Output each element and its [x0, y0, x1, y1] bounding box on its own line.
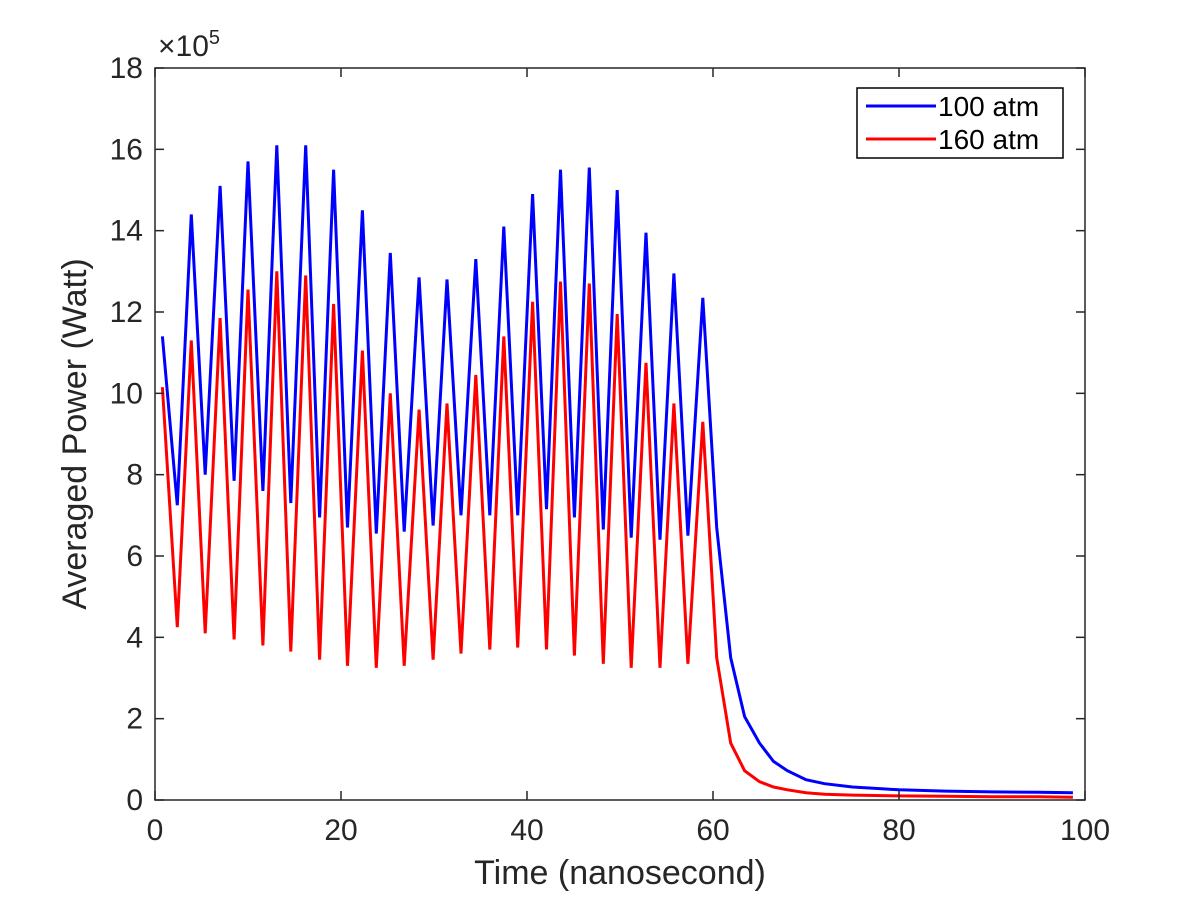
y-tick-label-0: 0	[126, 784, 143, 817]
x-tick-label-100: 100	[1060, 814, 1110, 847]
y-tick-label-2: 2	[126, 703, 143, 736]
y-tick-label-14: 14	[110, 215, 143, 248]
x-tick-label-60: 60	[696, 814, 729, 847]
y-tick-label-4: 4	[126, 621, 143, 654]
legend-box	[856, 87, 1064, 159]
x-tick-label-80: 80	[882, 814, 915, 847]
y-tick-label-16: 16	[110, 133, 143, 166]
y-tick-label-10: 10	[110, 377, 143, 410]
y-axis-exponent: ×105	[158, 27, 220, 63]
y-exponent-prefix: ×10	[158, 30, 209, 63]
legend: 100 atm 160 atm	[856, 87, 1064, 159]
x-tick-label-40: 40	[510, 814, 543, 847]
series-line-160-atm	[160, 271, 1073, 799]
ticks-layer: 0 20 40 60 80 100 0 2 4 6 8 10 12 14 16 18	[110, 52, 1110, 847]
y-exponent-power: 5	[209, 27, 220, 49]
series-layer	[160, 145, 1073, 799]
y-tick-label-18: 18	[110, 52, 143, 85]
legend-label-160-atm: 160 atm	[938, 124, 1039, 155]
series-line-100-atm	[160, 145, 1073, 795]
y-tick-label-8: 8	[126, 459, 143, 492]
x-tick-label-0: 0	[147, 814, 164, 847]
y-tick-label-6: 6	[126, 540, 143, 573]
legend-label-100-atm: 100 atm	[938, 91, 1039, 122]
x-tick-label-20: 20	[324, 814, 357, 847]
y-tick-label-12: 12	[110, 296, 143, 329]
x-axis-title: Time (nanosecond)	[474, 854, 766, 892]
y-axis-title: Averaged Power (Watt)	[56, 258, 94, 609]
